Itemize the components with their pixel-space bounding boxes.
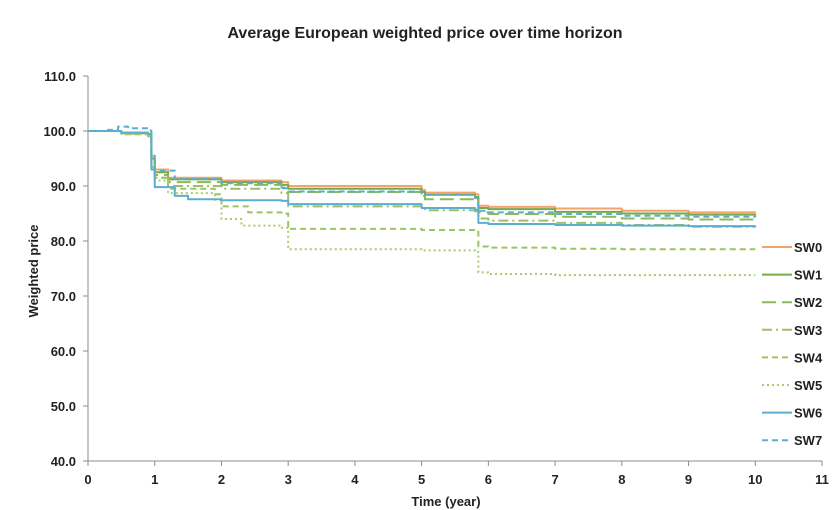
- legend-label-sw5: SW5: [794, 378, 822, 393]
- series-line-sw4: [88, 130, 756, 251]
- y-tick-label: 60.0: [51, 344, 76, 359]
- legend-label-sw3: SW3: [794, 323, 822, 338]
- x-tick-label: 10: [748, 472, 762, 487]
- legend-label-sw6: SW6: [794, 406, 822, 421]
- y-tick-label: 100.0: [43, 124, 76, 139]
- series-layer: [88, 125, 757, 277]
- legend-label-sw4: SW4: [794, 350, 823, 365]
- legend: SW0 SW1 SW2 SW3 SW4 SW5 SW6 SW7: [762, 240, 823, 448]
- x-axis-label: Time (year): [411, 494, 480, 509]
- x-tick-label: 2: [218, 472, 225, 487]
- x-tick-label: 11: [815, 472, 829, 487]
- x-tick-label: 6: [485, 472, 492, 487]
- legend-label-sw7: SW7: [794, 433, 822, 448]
- series-line-sw6: [88, 130, 757, 228]
- x-tick-label: 1: [151, 472, 158, 487]
- x-tick-label: 4: [351, 472, 359, 487]
- legend-label-sw0: SW0: [794, 240, 822, 255]
- x-tick-label: 0: [84, 472, 91, 487]
- x-tick-label: 3: [285, 472, 292, 487]
- x-tick-label: 9: [685, 472, 692, 487]
- chart-title: Average European weighted price over tim…: [227, 25, 622, 42]
- legend-label-sw1: SW1: [794, 268, 822, 283]
- y-tick-label: 80.0: [51, 234, 76, 249]
- y-axis-label: Weighted price: [26, 225, 41, 318]
- legend-label-sw2: SW2: [794, 295, 822, 310]
- axes: 40.0 50.0 60.0 70.0 80.0 90.0 100.0 110.0 0 1 2 3 4 5…: [43, 69, 828, 487]
- x-tick-label: 8: [618, 472, 625, 487]
- y-tick-label: 50.0: [51, 399, 76, 414]
- x-tick-label: 7: [551, 472, 558, 487]
- y-tick-label: 110.0: [44, 69, 76, 84]
- y-tick-label: 70.0: [51, 289, 76, 304]
- x-tick-label: 5: [418, 472, 425, 487]
- series-line-sw5: [88, 130, 756, 277]
- series-line-sw0: [88, 130, 757, 214]
- y-tick-label: 40.0: [51, 454, 76, 469]
- y-tick-label: 90.0: [51, 179, 76, 194]
- series-line-sw1: [88, 130, 757, 216]
